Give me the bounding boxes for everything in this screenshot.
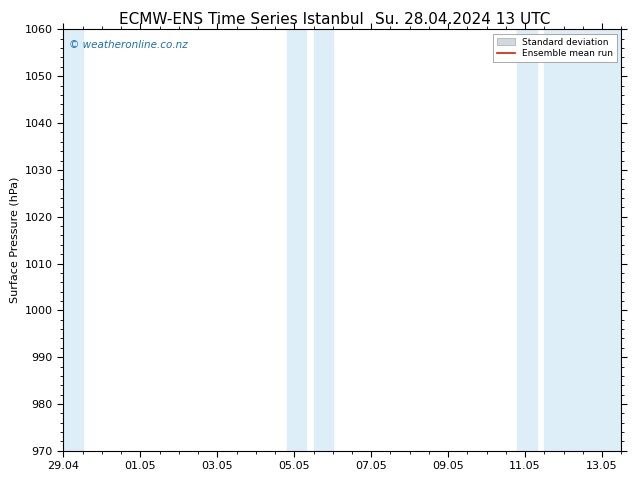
Bar: [545, 29, 621, 451]
Y-axis label: Surface Pressure (hPa): Surface Pressure (hPa): [10, 177, 19, 303]
Bar: [287, 29, 306, 451]
Bar: [517, 29, 536, 451]
Bar: [313, 29, 333, 451]
Text: Su. 28.04.2024 13 UTC: Su. 28.04.2024 13 UTC: [375, 12, 550, 27]
Bar: [63, 29, 82, 451]
Text: © weatheronline.co.nz: © weatheronline.co.nz: [69, 40, 188, 50]
Text: ECMW-ENS Time Series Istanbul: ECMW-ENS Time Series Istanbul: [119, 12, 363, 27]
Legend: Standard deviation, Ensemble mean run: Standard deviation, Ensemble mean run: [493, 34, 617, 62]
